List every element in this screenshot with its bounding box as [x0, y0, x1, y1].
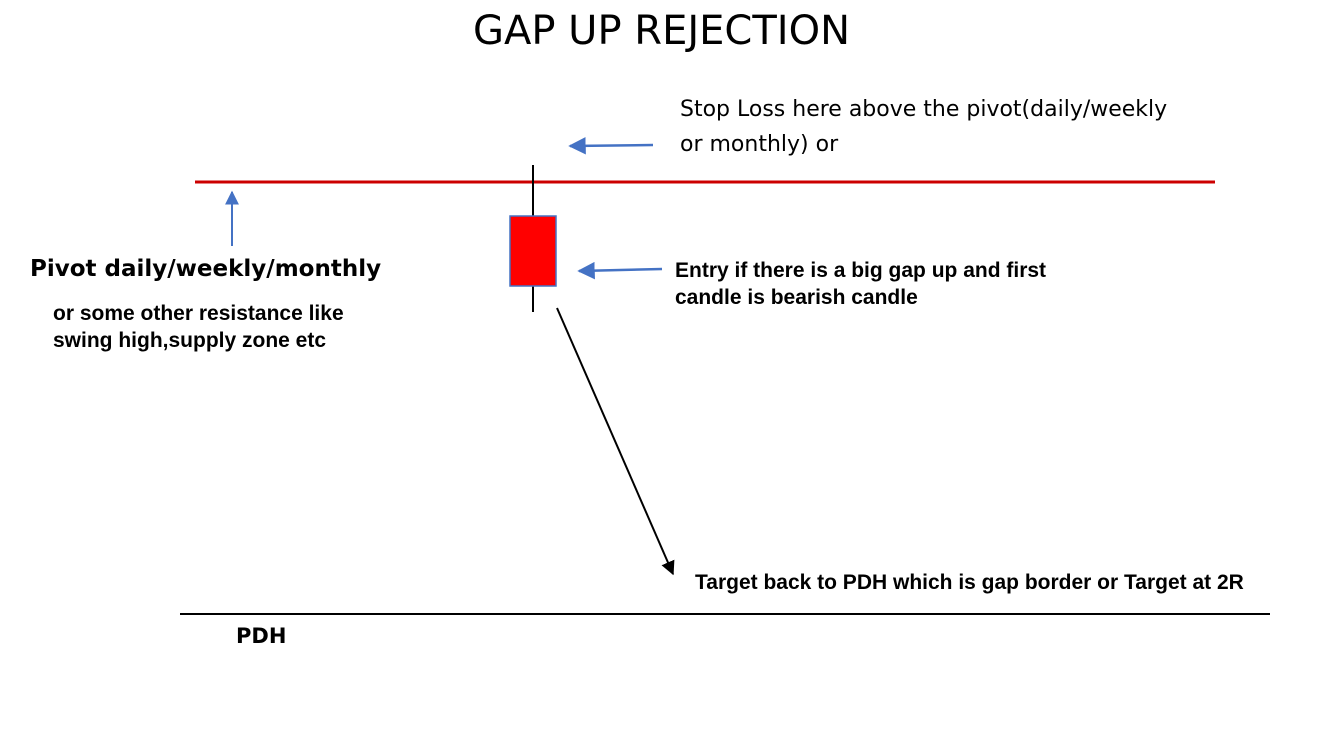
entry-line-1: Entry if there is a big gap up and first	[675, 259, 1047, 282]
bearish-candle-body	[509, 215, 557, 287]
stop-loss-line-2: or monthly) or	[680, 132, 839, 157]
pivot-sub-annotation: or some other resistance like swing high…	[53, 300, 344, 354]
target-annotation: Target back to PDH which is gap border o…	[695, 571, 1244, 594]
stop-loss-arrow	[568, 137, 654, 155]
stop-loss-annotation: Stop Loss here above the pivot(daily/wee…	[680, 92, 1167, 162]
stop-loss-line-1: Stop Loss here above the pivot(daily/wee…	[680, 97, 1168, 122]
entry-arrow	[577, 261, 663, 280]
entry-annotation: Entry if there is a big gap up and first…	[675, 257, 1046, 311]
pdh-label: PDH	[236, 624, 287, 648]
pivot-sub-line-1: or some other resistance like	[53, 302, 344, 325]
target-arrow	[556, 307, 675, 576]
diagram-title: GAP UP REJECTION	[472, 8, 850, 54]
pivot-label: Pivot daily/weekly/monthly	[30, 256, 382, 282]
entry-line-2: candle is bearish candle	[675, 286, 918, 309]
pivot-sub-line-2: swing high,supply zone etc	[53, 329, 327, 352]
